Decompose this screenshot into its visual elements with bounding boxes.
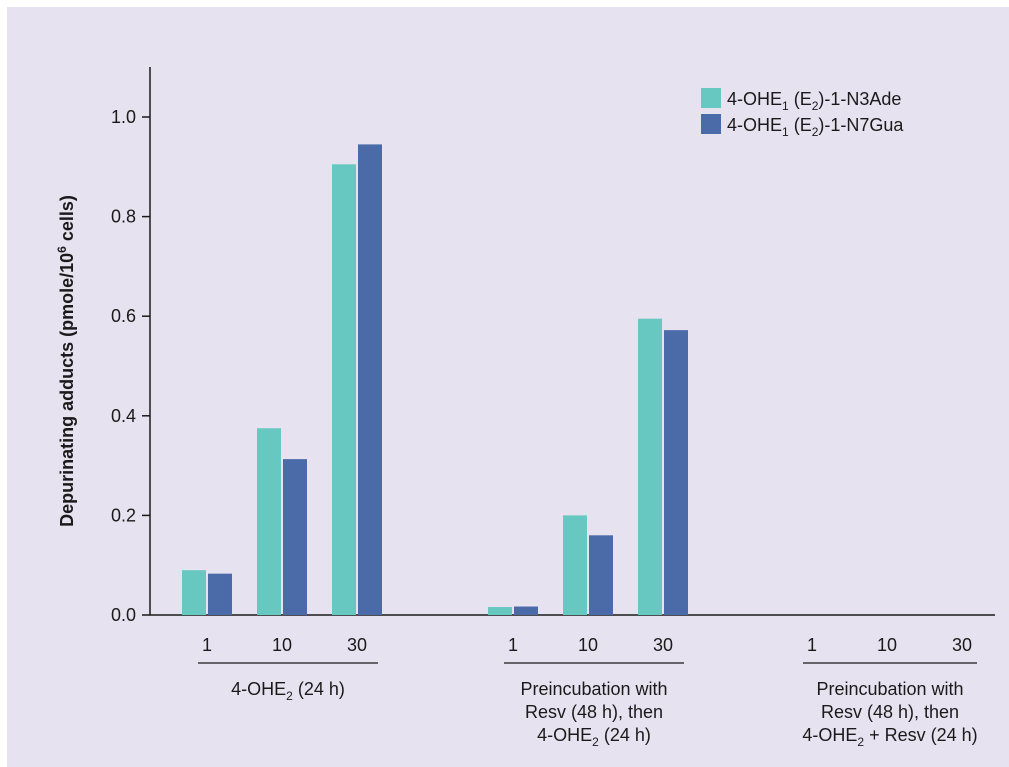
y-tick-label: 0.4	[111, 406, 136, 426]
bar-n7gua	[358, 144, 382, 615]
y-tick-label: 0.0	[111, 605, 136, 625]
bar-n3ade	[488, 607, 512, 615]
bar-n7gua	[589, 535, 613, 615]
y-tick-label: 0.6	[111, 306, 136, 326]
x-tick-label: 1	[202, 635, 212, 655]
y-tick-label: 0.8	[111, 207, 136, 227]
group-label: Resv (48 h), then	[821, 702, 959, 722]
bar-n7gua	[664, 330, 688, 615]
legend-label: 4-OHE1 (E2)-1-N7Gua	[727, 115, 904, 139]
bar-n3ade	[332, 164, 356, 615]
x-tick-label: 10	[272, 635, 292, 655]
y-ticks: 0.0 0.2 0.4 0.6 0.8 1.0	[111, 107, 150, 625]
bars	[182, 144, 688, 615]
x-tick-label: 1	[807, 635, 817, 655]
bar-n3ade	[257, 428, 281, 615]
x-tick-label: 1	[508, 635, 518, 655]
x-tick-label: 30	[347, 635, 367, 655]
x-tick-label: 30	[653, 635, 673, 655]
x-tick-label: 10	[578, 635, 598, 655]
group-label: 4-OHE2 + Resv (24 h)	[802, 725, 977, 749]
group-label: 4-OHE2 (24 h)	[231, 679, 345, 703]
group-label: Preincubation with	[520, 679, 667, 699]
bar-n7gua	[514, 606, 538, 615]
group-label: 4-OHE2 (24 h)	[537, 725, 651, 749]
x-tick-label: 30	[952, 635, 972, 655]
bar-chart: 0.0 0.2 0.4 0.6 0.8 1.0 1 10 30 1 10 30 1 10 30 4-OHE…	[55, 67, 995, 749]
axes: 0.0 0.2 0.4 0.6 0.8 1.0	[111, 67, 995, 625]
bar-n3ade	[182, 570, 206, 615]
group-labels: 4-OHE2 (24 h) Preincubation with Resv (48 …	[198, 662, 978, 749]
y-tick-label: 0.2	[111, 505, 136, 525]
legend-swatch	[701, 88, 721, 108]
group-label: Preincubation with	[816, 679, 963, 699]
legend-label: 4-OHE1 (E2)-1-N3Ade	[727, 89, 901, 113]
group-label: Resv (48 h), then	[525, 702, 663, 722]
bar-n7gua	[283, 459, 307, 615]
figure-background: 0.0 0.2 0.4 0.6 0.8 1.0 1 10 30 1 10 30 1 10 30 4-OHE…	[7, 7, 1009, 767]
bar-n3ade	[563, 515, 587, 615]
y-tick-label: 1.0	[111, 107, 136, 127]
bar-n3ade	[638, 318, 662, 615]
bar-n7gua	[208, 573, 232, 615]
x-labels: 1 10 30 1 10 30 1 10 30	[202, 635, 972, 655]
legend-swatch	[701, 114, 721, 134]
x-tick-label: 10	[877, 635, 897, 655]
y-axis-label: Depurinating adducts (pmole/106 cells)	[55, 195, 77, 527]
